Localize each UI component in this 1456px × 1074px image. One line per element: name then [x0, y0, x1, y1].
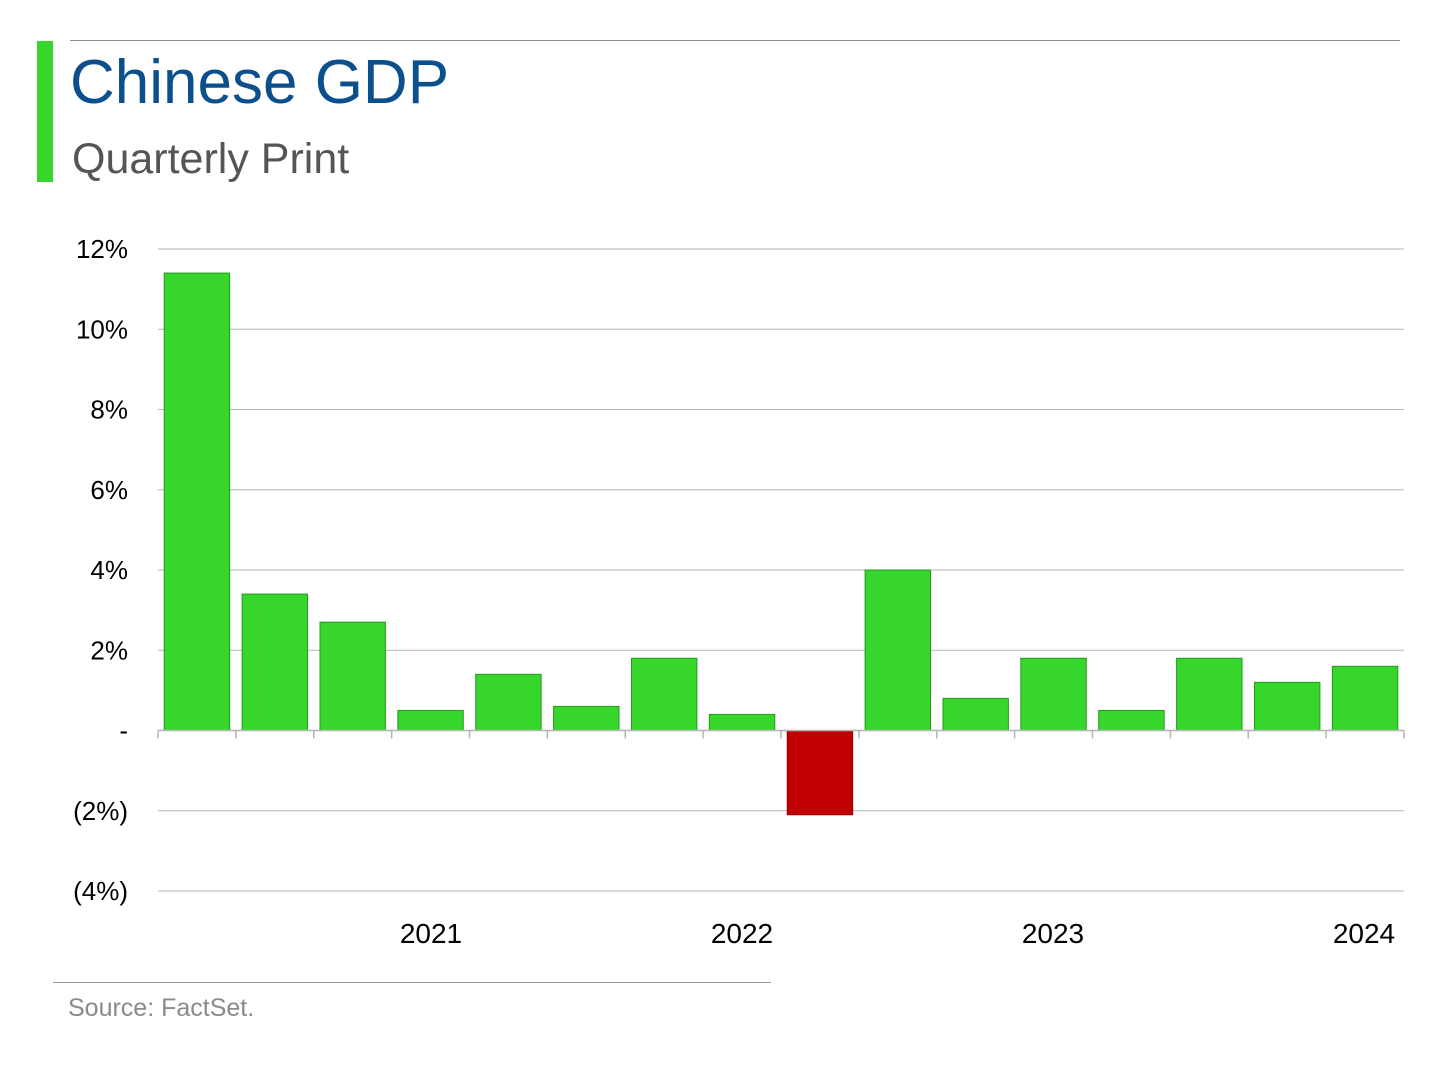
bar	[786, 730, 854, 816]
bar	[864, 569, 932, 731]
source-rule	[53, 982, 771, 983]
bar	[1098, 709, 1165, 731]
y-tick-label: (2%)	[73, 796, 128, 826]
y-tick-label: 6%	[90, 475, 128, 505]
bar	[630, 657, 698, 732]
bar	[1331, 665, 1399, 731]
y-tick-label: 10%	[76, 314, 128, 344]
bar	[163, 272, 231, 731]
chart-subtitle: Quarterly Print	[72, 135, 350, 183]
bar	[397, 709, 464, 731]
y-tick-label: 2%	[90, 635, 128, 665]
y-tick-label: (4%)	[73, 876, 128, 906]
y-tick-label: 4%	[90, 555, 128, 585]
x-tick-label: 2024	[1333, 918, 1395, 949]
bar	[1020, 657, 1087, 732]
x-tick-label: 2023	[1022, 918, 1084, 949]
bar	[1253, 681, 1321, 731]
y-tick-label: 12%	[76, 234, 128, 264]
bar	[553, 705, 620, 731]
bar	[241, 593, 309, 732]
bar	[1176, 657, 1243, 732]
bar	[708, 713, 776, 732]
accent-bar	[37, 41, 53, 182]
y-tick-label: 8%	[90, 395, 128, 425]
x-tick-label: 2022	[711, 918, 773, 949]
bar	[319, 621, 386, 731]
chart-title: Chinese GDP	[70, 48, 450, 117]
y-tick-label: -	[119, 716, 128, 746]
bar	[942, 697, 1009, 732]
source-note: Source: FactSet.	[68, 994, 255, 1022]
x-tick-label: 2021	[400, 918, 462, 949]
top-rule	[70, 40, 1400, 41]
bar	[475, 673, 542, 732]
